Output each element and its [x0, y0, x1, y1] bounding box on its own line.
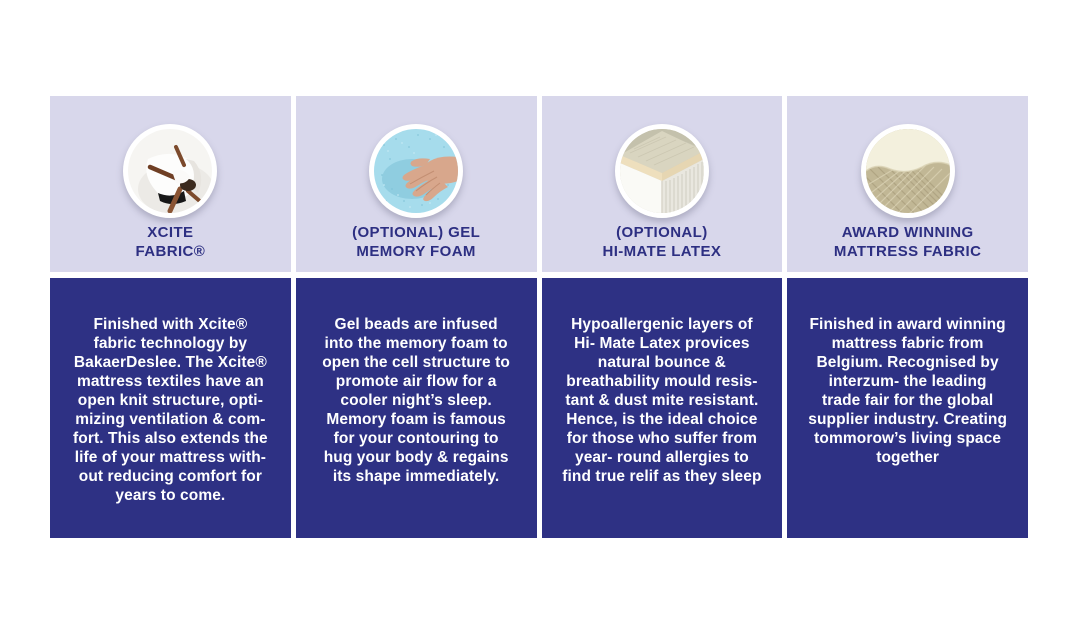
latex-mattress-corner-photo-icon	[614, 124, 709, 218]
card-description-text: Hypoallergenic layers of Hi- Mate Latex …	[562, 316, 762, 485]
card-description: Finished in award winning mattress fabri…	[787, 278, 1028, 538]
dancer-in-fabric-photo-icon	[123, 124, 218, 218]
card-title: XCITE FABRIC®	[135, 224, 206, 260]
woven-fabric-texture-photo-icon	[860, 124, 955, 218]
card-header: AWARD WINNING MATTRESS FABRIC	[787, 96, 1028, 272]
feature-card-hi-mate-latex: (OPTIONAL) HI-MATE LATEX Hypoallergenic …	[541, 96, 783, 538]
card-description: Hypoallergenic layers of Hi- Mate Latex …	[541, 278, 783, 538]
card-description-text: Finished in award winning mattress fabri…	[808, 316, 1008, 466]
feature-card-xcite-fabric: XCITE FABRIC® Finished with Xcite® fabri…	[50, 96, 291, 538]
card-description-text: Gel beads are infused into the memory fo…	[322, 316, 511, 485]
card-description-text: Finished with Xcite® fabric technology b…	[72, 316, 268, 504]
card-title: (OPTIONAL) GEL MEMORY FOAM	[352, 224, 481, 260]
card-title: AWARD WINNING MATTRESS FABRIC	[833, 224, 982, 260]
card-description: Finished with Xcite® fabric technology b…	[50, 278, 291, 538]
hand-on-gel-foam-photo-icon	[369, 124, 464, 218]
card-description: Gel beads are infused into the memory fo…	[295, 278, 537, 538]
feature-grid: XCITE FABRIC® Finished with Xcite® fabri…	[50, 96, 1028, 538]
card-header: XCITE FABRIC®	[50, 96, 291, 272]
card-header: (OPTIONAL) HI-MATE LATEX	[541, 96, 783, 272]
card-header: (OPTIONAL) GEL MEMORY FOAM	[295, 96, 537, 272]
feature-card-gel-memory-foam: (OPTIONAL) GEL MEMORY FOAM Gel beads are…	[295, 96, 537, 538]
feature-card-award-winning-fabric: AWARD WINNING MATTRESS FABRIC Finished i…	[787, 96, 1028, 538]
card-title: (OPTIONAL) HI-MATE LATEX	[602, 224, 722, 260]
